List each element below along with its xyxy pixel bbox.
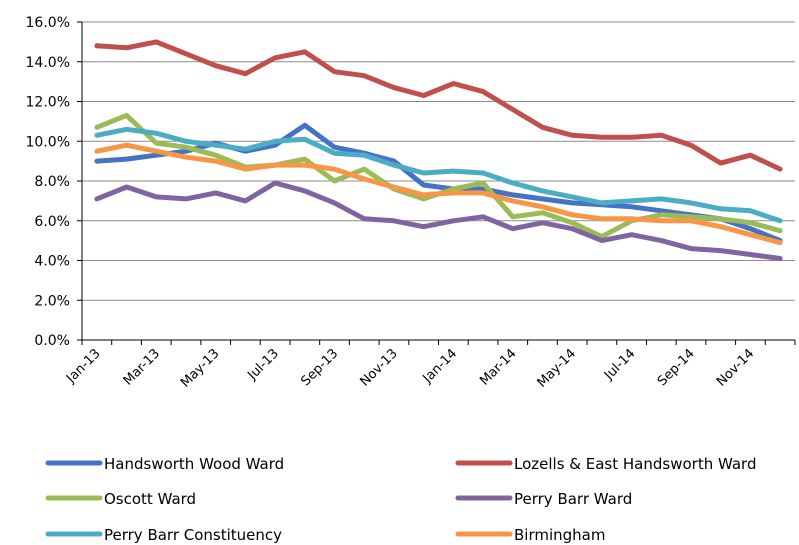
x-tick-label: Jul-13 [245, 346, 282, 383]
y-axis-ticks: 0.0% 2.0% 4.0% 6.0% 8.0% 10.0% 12.0% 14.0% 16.0% [26, 15, 82, 349]
y-tick-label: 2.0% [34, 293, 70, 309]
x-tick-label: Sep-13 [298, 346, 341, 389]
x-tick-label: Nov-14 [714, 346, 757, 389]
x-tick-label: Jan-13 [63, 346, 104, 387]
series-line-perry-barr-ward [94, 180, 783, 261]
y-tick-label: 0.0% [34, 333, 70, 349]
y-tick-label: 8.0% [34, 174, 70, 190]
grid-lines [82, 21, 795, 301]
legend-label: Handsworth Wood Ward [104, 455, 284, 473]
legend-label: Oscott Ward [104, 490, 196, 508]
y-tick-label: 6.0% [34, 214, 70, 230]
y-tick-label: 14.0% [26, 55, 70, 71]
y-tick-label: 16.0% [26, 15, 70, 31]
legend: Handsworth Wood Ward Lozells & East Hands… [45, 455, 756, 544]
x-tick-label: Mar-14 [477, 346, 519, 388]
series-line-birmingham [94, 142, 783, 246]
x-tick-label: May-14 [535, 346, 579, 390]
x-tick-label: Mar-13 [121, 346, 163, 388]
legend-label: Perry Barr Ward [514, 490, 632, 508]
series-line-perry-barr-constituency [94, 126, 783, 224]
x-tick-label: Jul-14 [601, 346, 638, 383]
y-tick-label: 4.0% [34, 254, 70, 270]
legend-label: Birmingham [514, 526, 605, 544]
x-tick-label: Sep-14 [655, 346, 698, 389]
legend-label: Perry Barr Constituency [104, 526, 282, 544]
series-lines [94, 39, 783, 261]
y-tick-label: 10.0% [26, 134, 70, 150]
legend-label: Lozells & East Handsworth Ward [514, 455, 756, 473]
x-tick-label: May-13 [178, 346, 222, 390]
x-tick-label: Jan-14 [420, 346, 461, 387]
x-axis-ticks: Jan-13 Mar-13 May-13 Jul-13 Sep-13 Nov-13 Jan-… [63, 340, 796, 391]
x-tick-label: Nov-13 [357, 346, 400, 389]
y-tick-label: 12.0% [26, 95, 70, 111]
series-line-lozells-east-handsworth-ward [94, 39, 783, 172]
